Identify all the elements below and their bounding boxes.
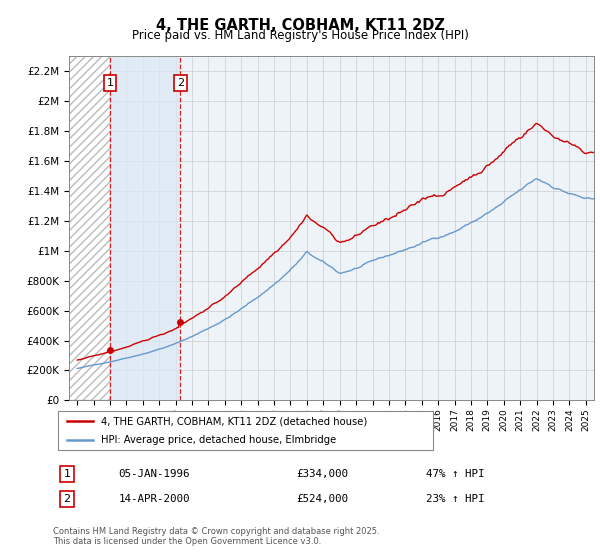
Text: 05-JAN-1996: 05-JAN-1996 — [118, 469, 190, 479]
Bar — [69, 56, 110, 400]
Text: 2: 2 — [64, 494, 70, 504]
Text: 47% ↑ HPI: 47% ↑ HPI — [426, 469, 485, 479]
Text: Contains HM Land Registry data © Crown copyright and database right 2025.
This d: Contains HM Land Registry data © Crown c… — [53, 526, 380, 546]
Text: £334,000: £334,000 — [296, 469, 349, 479]
Text: 4, THE GARTH, COBHAM, KT11 2DZ (detached house): 4, THE GARTH, COBHAM, KT11 2DZ (detached… — [101, 417, 367, 426]
Text: £524,000: £524,000 — [296, 494, 349, 504]
Text: 2: 2 — [177, 78, 184, 88]
Text: 14-APR-2000: 14-APR-2000 — [118, 494, 190, 504]
Text: Price paid vs. HM Land Registry's House Price Index (HPI): Price paid vs. HM Land Registry's House … — [131, 29, 469, 42]
Text: 1: 1 — [64, 469, 70, 479]
Text: 1: 1 — [107, 78, 113, 88]
Text: HPI: Average price, detached house, Elmbridge: HPI: Average price, detached house, Elmb… — [101, 435, 336, 445]
Bar — [110, 56, 181, 400]
Text: 23% ↑ HPI: 23% ↑ HPI — [426, 494, 485, 504]
FancyBboxPatch shape — [58, 411, 433, 450]
Text: 4, THE GARTH, COBHAM, KT11 2DZ: 4, THE GARTH, COBHAM, KT11 2DZ — [155, 18, 445, 33]
